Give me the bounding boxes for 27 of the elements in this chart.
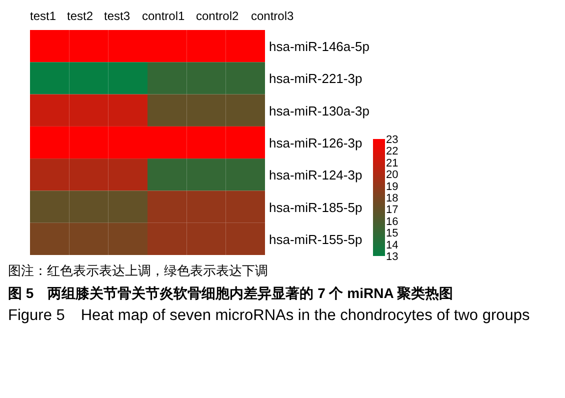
color-bar-label: 13 [386,251,398,263]
color-bar-label: 22 [386,146,398,158]
y-tick-label: hsa-miR-155-5p [269,232,362,247]
color-bar-label: 14 [386,239,398,252]
x-tick-label: test3 [104,9,130,23]
x-tick-label: control1 [142,9,186,23]
text: 图注：红色表示表达上调，绿色表示表达下调 [8,263,269,280]
color-bar-label: 15 [386,228,398,240]
color-bar-label: 17 [386,204,398,216]
y-tick-label: hsa-miR-126-3p [269,136,362,150]
x-tick-label: test1 [30,9,56,23]
color-bar-label: 16 [386,216,398,228]
x-tick-label: control3 [251,9,294,23]
color-bar-label: 20 [386,169,398,182]
color-bar-label: 23 [386,134,398,146]
color-bar-label: 21 [386,157,398,170]
y-tick-label: hsa-miR-221-3p [269,71,362,86]
color-bar-label: 18 [386,192,398,204]
y-tick-label: hsa-miR-124-3p [269,168,362,183]
y-tick-label: hsa-miR-130a-3p [269,103,370,118]
text: Figure 5 Heat map of seven microRNAs in the chondrocytes of two groups [8,306,531,326]
y-tick-label: hsa-miR-146a-5p [269,39,370,54]
text: 图 5 两组膝关节骨关节炎软骨细胞内差异显著的 7 个 miRNA 聚类热图 [8,284,454,303]
x-tick-label: control2 [196,9,240,23]
x-tick-label: test2 [67,9,94,23]
y-tick-label: hsa-miR-185-5p [269,200,362,215]
color-bar-label: 19 [386,180,398,193]
